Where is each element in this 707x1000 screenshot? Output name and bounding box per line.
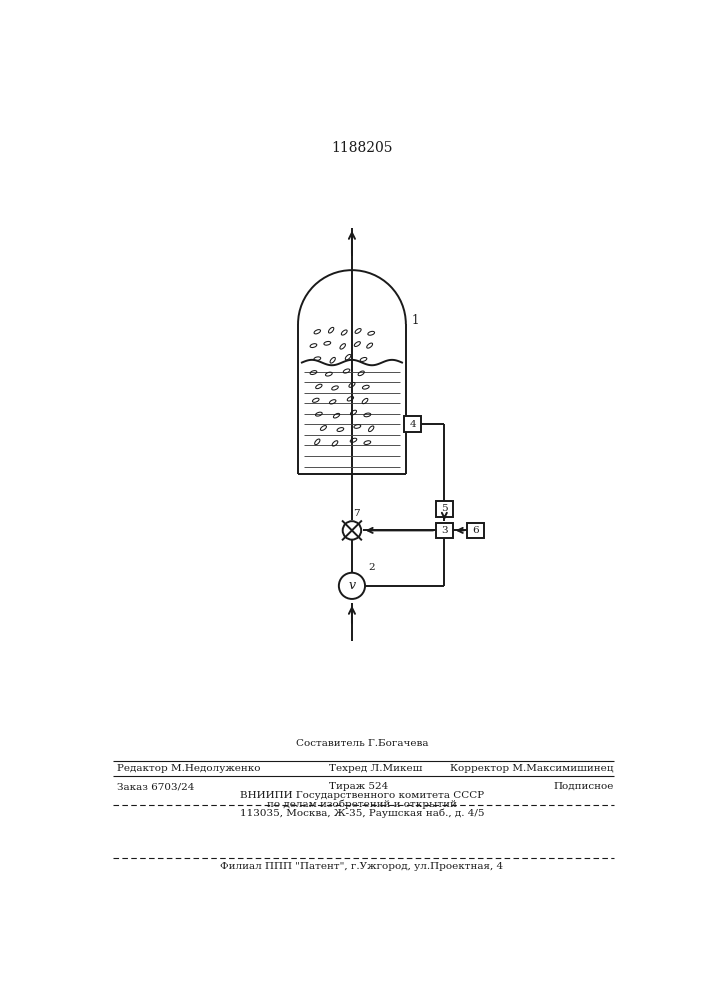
Text: Заказ 6703/24: Заказ 6703/24 — [117, 782, 194, 791]
Text: 2: 2 — [368, 563, 375, 572]
Text: 5: 5 — [441, 504, 448, 513]
Text: 4: 4 — [409, 420, 416, 429]
Text: Тираж 524: Тираж 524 — [329, 782, 388, 791]
Text: 113035, Москва, Ж-35, Раушская наб., д. 4/5: 113035, Москва, Ж-35, Раушская наб., д. … — [240, 808, 484, 818]
Bar — [436, 501, 452, 517]
Text: Филиал ППП "Патент", г.Ужгород, ул.Проектная, 4: Филиал ППП "Патент", г.Ужгород, ул.Проек… — [221, 862, 503, 871]
Text: Техред Л.Микеш: Техред Л.Микеш — [329, 764, 422, 773]
Text: 6: 6 — [472, 526, 479, 535]
Bar — [404, 416, 421, 432]
Text: v: v — [349, 579, 356, 592]
Text: ВНИИПИ Государственного комитета СССР: ВНИИПИ Государственного комитета СССР — [240, 791, 484, 800]
Text: по делам изобретений и открытий: по делам изобретений и открытий — [267, 800, 457, 809]
Text: 3: 3 — [441, 526, 448, 535]
Text: 1188205: 1188205 — [331, 141, 392, 155]
Text: Редактор М.Недолуженко: Редактор М.Недолуженко — [117, 764, 261, 773]
Bar — [436, 523, 452, 538]
Text: Составитель Г.Богачева: Составитель Г.Богачева — [296, 739, 428, 748]
Circle shape — [339, 573, 365, 599]
Text: Подписное: Подписное — [554, 782, 614, 791]
Text: Корректор М.Максимишинец: Корректор М.Максимишинец — [450, 764, 614, 773]
Text: 1: 1 — [411, 314, 419, 327]
Bar — [467, 523, 484, 538]
Text: 7: 7 — [354, 509, 360, 518]
